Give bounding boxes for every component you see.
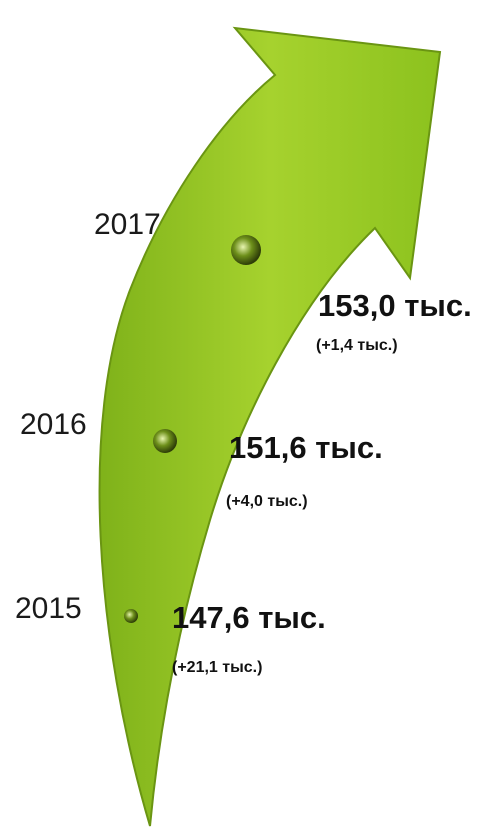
- value: 151,6 тыс.: [229, 430, 383, 465]
- year: 2015: [15, 592, 82, 625]
- year: 2017: [94, 208, 161, 241]
- marker-2016: [153, 429, 177, 453]
- change: (+1,4 тыс.): [316, 337, 398, 354]
- marker-2017: [231, 235, 261, 265]
- infographic: 2017 153,0 тыс. (+1,4 тыс.) 2016 151,6 т…: [0, 0, 503, 829]
- growth-arrow: [100, 28, 440, 826]
- marker-2015: [124, 609, 138, 623]
- year: 2016: [20, 408, 87, 441]
- change: (+21,1 тыс.): [172, 659, 262, 676]
- value: 153,0 тыс.: [318, 288, 472, 323]
- value: 147,6 тыс.: [172, 600, 326, 635]
- change: (+4,0 тыс.): [226, 493, 308, 510]
